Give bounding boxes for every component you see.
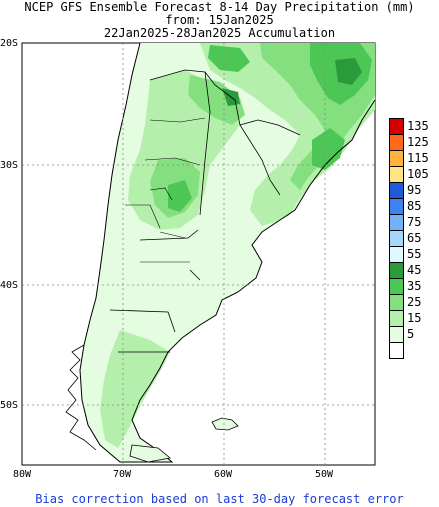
lon-label-70w: 70W xyxy=(113,469,132,480)
legend-swatch xyxy=(389,246,404,263)
bias-correction-note: Bias correction based on last 30-day for… xyxy=(35,492,404,506)
country-borders xyxy=(109,69,301,353)
precip-35-cordoba xyxy=(168,180,192,212)
legend-label: 55 xyxy=(407,247,422,261)
lon-label-80w: 80W xyxy=(13,469,32,480)
lon-label-50w: 50W xyxy=(315,469,334,480)
legend-label: 105 xyxy=(407,167,429,181)
legend-swatch xyxy=(389,166,404,183)
precip-35-north xyxy=(208,45,250,72)
legend-label: 65 xyxy=(407,231,422,245)
legend-label: 35 xyxy=(407,279,422,293)
legend-label: 125 xyxy=(407,135,429,149)
legend-swatch xyxy=(389,118,404,135)
province-borders xyxy=(125,117,206,263)
legend-label: 115 xyxy=(407,151,429,165)
legend-swatch xyxy=(389,310,404,327)
tierra-del-fuego xyxy=(129,444,171,463)
legend-label: 75 xyxy=(407,215,422,229)
precip-15-patagonia xyxy=(100,330,170,448)
graticule xyxy=(22,43,375,465)
legend-label: 135 xyxy=(407,119,429,133)
legend-label: 95 xyxy=(407,183,422,197)
legend-swatch xyxy=(389,182,404,199)
legend-swatch xyxy=(389,198,404,215)
legend-swatch xyxy=(389,294,404,311)
lat-label-50s: 50S xyxy=(0,400,19,411)
falkland-islands xyxy=(211,417,239,431)
map-title-line3: 22Jan2025-28Jan2025 Accumulation xyxy=(103,26,336,40)
chile-fjords xyxy=(65,344,97,451)
legend-swatch xyxy=(389,214,404,231)
precip-45-core xyxy=(335,58,362,85)
lat-label-40s: 40S xyxy=(0,280,19,291)
legend-swatch xyxy=(389,150,404,167)
lon-label-60w: 60W xyxy=(214,469,233,480)
legend-label: 25 xyxy=(407,295,422,309)
legend-swatch xyxy=(389,278,404,295)
legend-swatch xyxy=(389,230,404,247)
legend-swatch xyxy=(389,342,404,359)
legend-swatch xyxy=(389,326,404,343)
legend-swatch xyxy=(389,134,404,151)
legend-label: 85 xyxy=(407,199,422,213)
legend-label: 5 xyxy=(407,327,415,341)
precip-25-chaco xyxy=(188,75,245,125)
coastline xyxy=(79,43,375,463)
lat-label-30s: 30S xyxy=(0,160,19,171)
precip-35-coast xyxy=(312,128,345,170)
legend-label: 45 xyxy=(407,263,422,277)
map-title-line1: NCEP GFS Ensemble Forecast 8-14 Day Prec… xyxy=(24,0,415,14)
legend-label: 15 xyxy=(407,311,422,325)
lat-label-20s: 20S xyxy=(0,38,19,49)
map-title-line2: from: 15Jan2025 xyxy=(165,13,274,27)
legend-swatch xyxy=(389,262,404,279)
